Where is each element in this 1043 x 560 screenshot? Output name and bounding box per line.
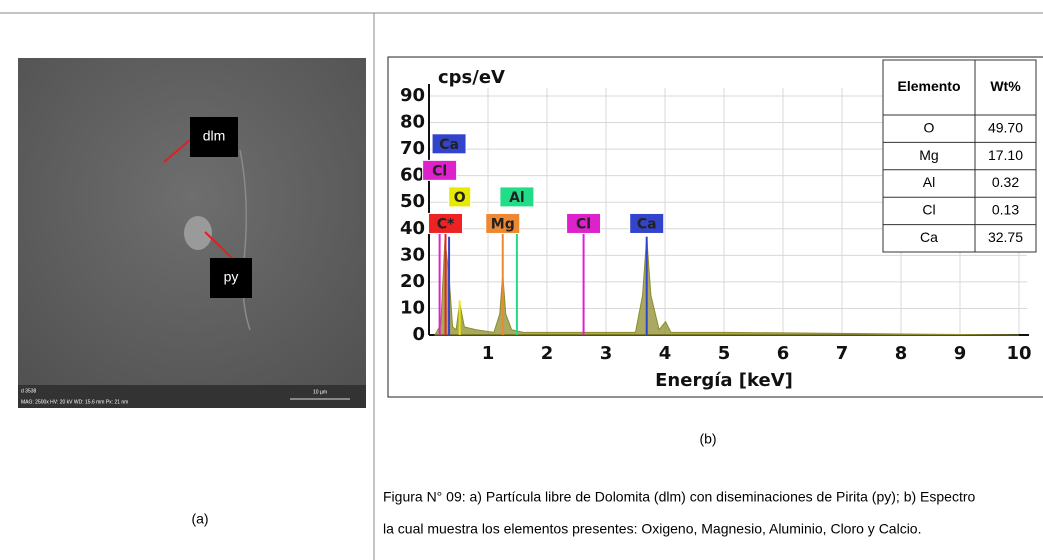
table-cell: O <box>924 119 935 135</box>
table-cell: 49.70 <box>988 119 1023 135</box>
x-tick-label: 6 <box>777 343 790 364</box>
table: Elemento Wt% O 49.70 Mg 17.10 Al 0.32 Cl 0.13 Ca 32… <box>882 59 1037 253</box>
x-tick-label: 5 <box>718 343 731 364</box>
peak-label-box <box>485 212 521 234</box>
peak-label: Ca <box>439 137 459 153</box>
table-cell: 32.75 <box>988 229 1023 245</box>
peak-label-box <box>428 212 464 234</box>
figure-text: Figura N° 09: a) Partícula libre de Dolo… <box>383 489 975 505</box>
table-cell: Cl <box>922 202 935 218</box>
sem-footer: MAG: 2500x HV: 20 kV WD: 15.6 mm Px: 21 … <box>21 399 128 405</box>
y-axis-title: cps/eV <box>438 67 505 88</box>
table-header: Elemento <box>897 78 960 94</box>
table-cell: Mg <box>919 147 938 163</box>
table-cell: 0.32 <box>992 174 1019 190</box>
x-tick-label: 3 <box>600 343 613 364</box>
x-tick-label: 9 <box>954 343 967 364</box>
x-tick-label: 7 <box>836 343 849 364</box>
y-tick-label: 20 <box>400 271 425 292</box>
y-tick-label: 70 <box>400 138 425 159</box>
table-cell: 17.10 <box>988 147 1023 163</box>
x-tick-label: 4 <box>659 343 672 364</box>
peak-label: C* <box>437 216 455 232</box>
table-header: Wt% <box>990 78 1021 94</box>
y-tick-label: 10 <box>400 297 425 318</box>
table-cell: Ca <box>920 229 938 245</box>
y-tick-label: 30 <box>400 244 425 265</box>
table-cell: Al <box>923 174 935 190</box>
sem-scale: 10 µm <box>313 389 327 395</box>
y-tick-label: 80 <box>400 112 425 133</box>
peak-label: O <box>454 190 466 206</box>
y-tick-label: 50 <box>400 191 425 212</box>
peak-label: Cl <box>432 163 447 179</box>
spectrum-chart: 0 10 20 30 40 50 60 70 80 90 1 2 3 4 5 6 7 8 9 10 cps/eV Ener… <box>400 67 1032 391</box>
peak-label: Ca <box>637 216 657 232</box>
y-tick-label: 0 <box>412 324 425 345</box>
sem-label: py <box>224 269 239 285</box>
peak-label-box <box>448 186 472 208</box>
sem-image: dlm py d 3538 MAG: 2500x HV: 20 kV WD: 1… <box>18 58 366 408</box>
sem-label: dlm <box>203 128 226 144</box>
caption: (b) <box>699 431 716 447</box>
peak-label-box <box>629 212 665 234</box>
table-frame <box>882 59 1037 253</box>
peak-label-box <box>431 133 467 155</box>
peak-label: Al <box>509 190 525 206</box>
peak-label-box <box>499 186 535 208</box>
y-tick-label: 60 <box>400 165 425 186</box>
sem-footer: d 3538 <box>21 388 37 394</box>
y-tick-label: 40 <box>400 218 425 239</box>
x-tick-label: 8 <box>895 343 908 364</box>
x-axis-title: Energía [keV] <box>655 370 793 391</box>
caption: (a) <box>191 511 208 527</box>
figure-text: la cual muestra los elementos presentes:… <box>383 521 921 537</box>
x-tick-label: 1 <box>482 343 495 364</box>
x-tick-label: 2 <box>541 343 554 364</box>
peak-label-box <box>422 159 458 181</box>
y-tick-label: 90 <box>400 85 425 106</box>
x-tick-label: 10 <box>1006 343 1031 364</box>
peak-label: Cl <box>576 216 591 232</box>
peak-label: Mg <box>491 216 515 232</box>
table-cell: 0.13 <box>992 202 1019 218</box>
peak-label-box <box>566 212 602 234</box>
spectrum-area <box>434 236 1020 336</box>
